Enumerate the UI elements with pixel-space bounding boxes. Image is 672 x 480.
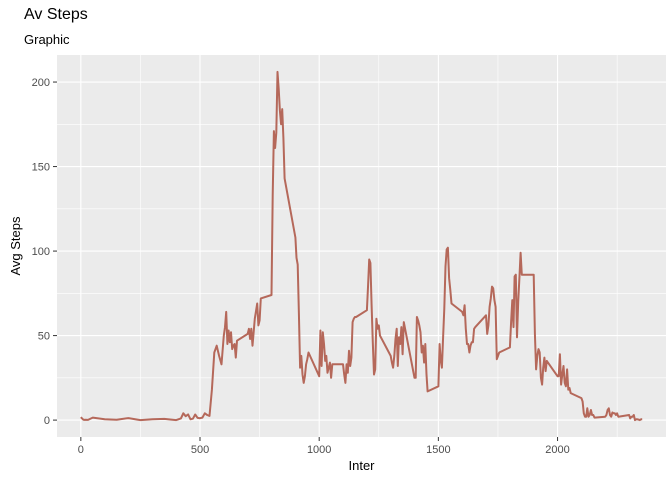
- plot-panel: [57, 55, 666, 437]
- y-tick-label: 50: [38, 331, 50, 343]
- x-tick-label: 500: [191, 444, 209, 456]
- y-tick-label: 100: [32, 246, 50, 258]
- x-axis: 0 500 1000 1500 2000: [78, 437, 570, 456]
- x-tick-label: 1500: [426, 444, 450, 456]
- x-tick-label: 1000: [307, 444, 331, 456]
- y-tick-label: 150: [32, 162, 50, 174]
- y-axis: 0 50 100 150 200: [32, 77, 57, 427]
- minor-gridlines: [57, 55, 666, 437]
- x-tick-label: 2000: [545, 444, 569, 456]
- major-gridlines: [57, 55, 666, 437]
- chart-subtitle: Graphic: [24, 32, 70, 47]
- x-tick-label: 0: [78, 444, 84, 456]
- chart-title: Av Steps: [24, 6, 88, 23]
- y-axis-title: Avg Steps: [8, 216, 23, 276]
- y-tick-label: 200: [32, 77, 50, 89]
- avg-steps-series-line: [80, 70, 643, 422]
- y-tick-label: 0: [44, 415, 50, 427]
- x-axis-title: Inter: [348, 458, 375, 473]
